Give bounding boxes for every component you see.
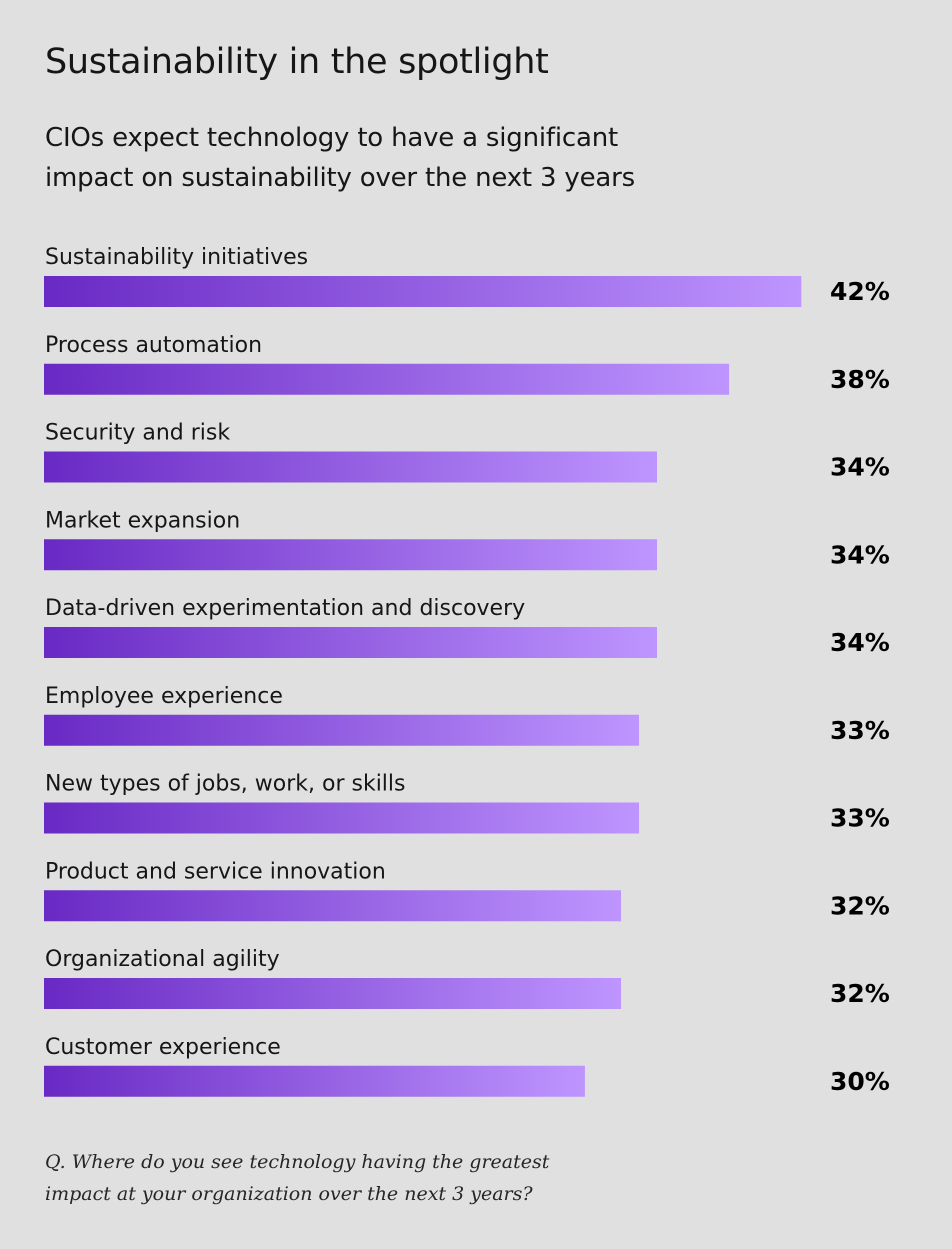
category-label: New types of jobs, work, or skills (45, 772, 406, 797)
value-label: 34% (830, 540, 890, 569)
chart-subtitle: CIOs expect technology to have a signifi… (45, 123, 635, 193)
bar (44, 802, 639, 834)
value-label: 32% (830, 891, 890, 920)
bar (44, 627, 657, 658)
category-label: Market expansion (45, 508, 240, 533)
value-label: 34% (830, 453, 890, 482)
value-label: 33% (830, 804, 890, 833)
value-label: 34% (830, 628, 890, 657)
category-label: Security and risk (45, 421, 230, 446)
category-label: Customer experience (45, 1035, 281, 1060)
bar (44, 714, 639, 746)
category-label: Sustainability initiatives (45, 245, 308, 270)
bar (44, 539, 657, 571)
chart-title: Sustainability in the spotlight (45, 42, 549, 82)
bars-layer: Sustainability initiatives 42% Process aut… (44, 245, 890, 1097)
survey-question-footnote: Q. Where do you see technology having th… (45, 1151, 550, 1205)
category-label: Product and service innovation (45, 859, 386, 884)
bar (44, 276, 802, 307)
value-label: 32% (830, 979, 890, 1008)
bar (44, 1065, 585, 1097)
bar (44, 451, 657, 483)
category-label: Employee experience (45, 684, 283, 709)
value-label: 42% (830, 277, 890, 306)
bar (44, 978, 621, 1009)
value-label: 38% (830, 365, 890, 394)
category-label: Organizational agility (45, 947, 280, 972)
value-label: 30% (830, 1067, 890, 1096)
value-label: 33% (830, 716, 890, 745)
category-label: Process automation (45, 333, 262, 358)
bar (44, 890, 621, 922)
category-label: Data-driven experimentation and discover… (45, 596, 525, 621)
bar (44, 363, 730, 395)
